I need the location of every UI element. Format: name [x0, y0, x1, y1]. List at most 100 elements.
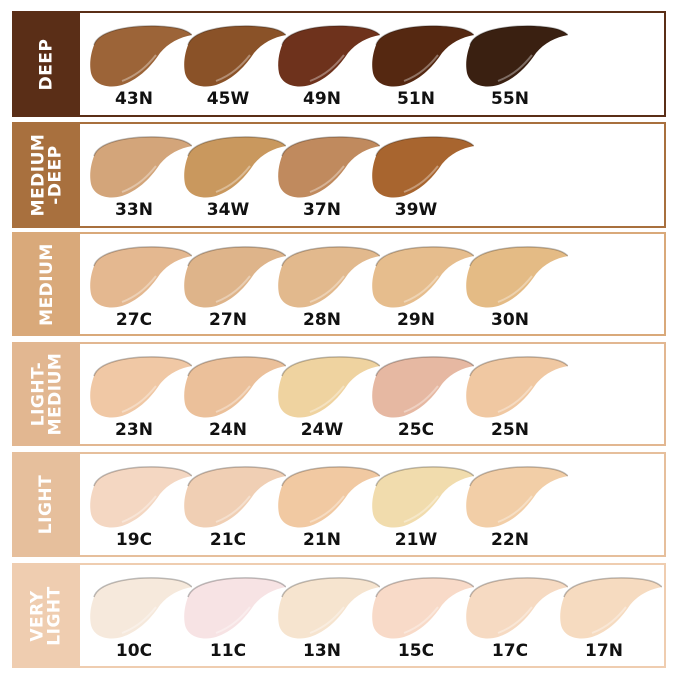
swatch-smear [90, 25, 192, 87]
shade-name: 30N [491, 310, 529, 330]
shade-name: 15C [397, 641, 435, 661]
swatch-smear [278, 466, 380, 528]
shade-swatch[interactable]: 43N [88, 23, 192, 109]
shade-name: 51N [397, 89, 435, 109]
shade-swatch[interactable]: 13N [276, 575, 380, 661]
shade-name: 24W [300, 420, 344, 440]
shade-swatch[interactable]: 30N [464, 244, 568, 330]
category-text: MEDIUM -DEEP [28, 133, 65, 217]
swatch-smear [90, 466, 192, 528]
shade-swatch[interactable]: 11C [182, 575, 286, 661]
swatch-smear [466, 25, 568, 87]
shade-name: 27C [115, 310, 153, 330]
swatch-smear [466, 577, 568, 639]
swatch-smear [90, 136, 192, 198]
shade-swatch[interactable]: 55N [464, 23, 568, 109]
category-text: VERY LIGHT [28, 585, 65, 646]
shade-name: 21C [209, 530, 247, 550]
category-label: LIGHT [14, 454, 80, 555]
shade-name: 45W [206, 89, 250, 109]
swatch-smear [466, 246, 568, 308]
shade-name: 17C [491, 641, 529, 661]
shade-row: DEEP 43N 45W 49N 51N 55N [12, 11, 666, 117]
shade-swatch[interactable]: 23N [88, 354, 192, 440]
category-label: VERY LIGHT [14, 565, 80, 666]
category-text: DEEP [36, 38, 57, 90]
swatch-smear [372, 25, 474, 87]
shade-swatch[interactable]: 21N [276, 464, 380, 550]
shade-swatch[interactable]: 33N [88, 134, 192, 220]
shade-name: 21W [394, 530, 438, 550]
swatch-smear [466, 466, 568, 528]
shade-swatch[interactable]: 22N [464, 464, 568, 550]
shade-name: 21N [303, 530, 341, 550]
shade-swatch[interactable]: 19C [88, 464, 192, 550]
swatch-smear [184, 577, 286, 639]
shade-swatch[interactable]: 25C [370, 354, 474, 440]
shade-swatch[interactable]: 37N [276, 134, 380, 220]
shade-name: 34W [206, 200, 250, 220]
shade-swatch[interactable]: 24N [182, 354, 286, 440]
shade-name: 49N [303, 89, 341, 109]
shade-name: 22N [491, 530, 529, 550]
shade-name: 39W [394, 200, 438, 220]
shade-swatch[interactable]: 17N [558, 575, 662, 661]
shade-name: 29N [397, 310, 435, 330]
swatch-smear [278, 356, 380, 418]
shade-name: 27N [209, 310, 247, 330]
swatch-smear [184, 356, 286, 418]
swatch-smear [372, 356, 474, 418]
shade-swatch[interactable]: 29N [370, 244, 474, 330]
swatch-smear [278, 577, 380, 639]
shade-row: VERY LIGHT 10C 11C 13N 15C 17C 17N [12, 563, 666, 668]
swatch-smear [372, 246, 474, 308]
shade-name: 28N [303, 310, 341, 330]
shade-name: 55N [491, 89, 529, 109]
swatch-smear [184, 246, 286, 308]
category-text: MEDIUM [36, 242, 57, 326]
shade-row: MEDIUM 27C 27N 28N 29N 30N [12, 232, 666, 336]
shade-swatch[interactable]: 21C [182, 464, 286, 550]
shade-swatch[interactable]: 27N [182, 244, 286, 330]
shade-name: 24N [209, 420, 247, 440]
category-text: LIGHT- MEDIUM [28, 352, 65, 436]
swatch-smear [90, 356, 192, 418]
swatch-smear [278, 246, 380, 308]
shade-name: 43N [115, 89, 153, 109]
swatch-smear [184, 466, 286, 528]
shade-swatch[interactable]: 17C [464, 575, 568, 661]
shade-swatch[interactable]: 10C [88, 575, 192, 661]
shade-name: 37N [303, 200, 341, 220]
shade-swatch[interactable]: 15C [370, 575, 474, 661]
shade-swatch[interactable]: 25N [464, 354, 568, 440]
swatch-smear [90, 577, 192, 639]
shade-swatch[interactable]: 27C [88, 244, 192, 330]
shade-swatch[interactable]: 24W [276, 354, 380, 440]
swatch-smear [278, 136, 380, 198]
shade-name: 25N [491, 420, 529, 440]
shade-swatch[interactable]: 51N [370, 23, 474, 109]
shade-row: MEDIUM -DEEP 33N 34W 37N 39W [12, 122, 666, 228]
swatch-smear [184, 136, 286, 198]
shade-swatch[interactable]: 28N [276, 244, 380, 330]
shade-name: 10C [115, 641, 153, 661]
swatch-smear [466, 356, 568, 418]
swatch-smear [90, 246, 192, 308]
shade-name: 17N [585, 641, 623, 661]
category-label: LIGHT- MEDIUM [14, 344, 80, 444]
shade-swatch[interactable]: 49N [276, 23, 380, 109]
shade-name: 33N [115, 200, 153, 220]
swatch-smear [278, 25, 380, 87]
shade-row: LIGHT- MEDIUM 23N 24N 24W 25C 25N [12, 342, 666, 446]
shade-name: 19C [115, 530, 153, 550]
swatch-smear [560, 577, 662, 639]
shade-swatch[interactable]: 39W [370, 134, 474, 220]
shade-swatch[interactable]: 45W [182, 23, 286, 109]
swatch-smear [372, 577, 474, 639]
shade-swatch[interactable]: 34W [182, 134, 286, 220]
shade-swatch[interactable]: 21W [370, 464, 474, 550]
swatch-smear [372, 466, 474, 528]
shade-row: LIGHT 19C 21C 21N 21W 22N [12, 452, 666, 557]
category-label: MEDIUM -DEEP [14, 124, 80, 226]
shade-name: 13N [303, 641, 341, 661]
